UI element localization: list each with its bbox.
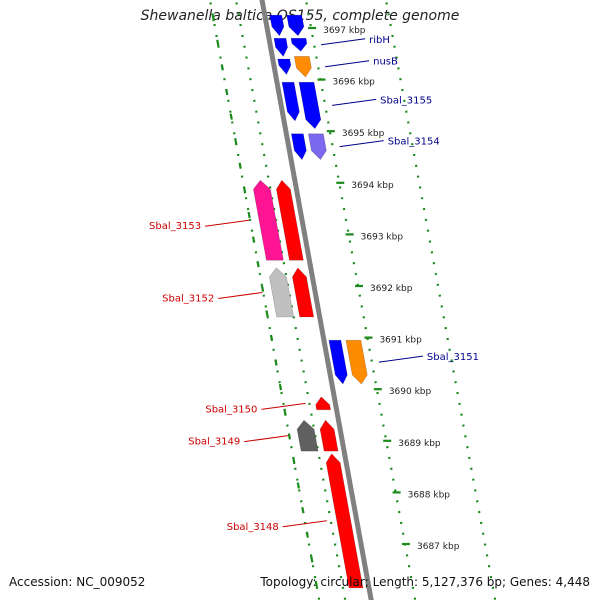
gene-feature-sbal-3148[interactable]	[325, 453, 364, 589]
gene-label-sbal-3150[interactable]: Sbal_3150	[205, 404, 257, 415]
ticks-layer: 3697 kbp 3696 kbp 3695 kbp 3694 kbp 3693 kbp…	[308, 26, 460, 552]
gene-label-sbal-3148[interactable]: Sbal_3148	[227, 522, 279, 533]
gene-leader-sbal-3152	[218, 291, 263, 299]
gene-leader-sbal-3149	[244, 435, 289, 443]
gene-label-sbal-3152[interactable]: Sbal_3152	[162, 293, 214, 304]
genes-layer	[253, 14, 368, 589]
gene-feature-sbal-3154[interactable]	[307, 133, 327, 161]
gene-labels-layer: ribH nusB Sbal_3155 Sbal_3154 Sbal_3153 Sbal_…	[149, 35, 479, 533]
gene-leader-nusb	[325, 60, 370, 68]
backbone-layer	[259, 0, 374, 600]
gene-feature-sbal-3149[interactable]	[296, 419, 319, 452]
gene-label-sbal-3154[interactable]: Sbal_3154	[388, 137, 440, 148]
dotted-ring-layer	[208, 0, 497, 600]
tick-label: 3690 kbp	[389, 387, 432, 397]
gene-label-sbal-3149[interactable]: Sbal_3149	[188, 437, 240, 448]
gene-feature-15[interactable]	[328, 339, 348, 385]
gene-feature-sbal-3151[interactable]	[345, 339, 368, 385]
gene-leader-ribh	[321, 38, 366, 46]
gene-feature-9[interactable]	[290, 133, 307, 161]
dotted-ring-right-inner	[304, 0, 417, 600]
gene-feature-5[interactable]	[277, 58, 292, 75]
genome-backbone	[259, 0, 374, 600]
gene-feature-3[interactable]	[273, 37, 288, 57]
tick-label: 3689 kbp	[398, 439, 441, 449]
tick-label: 3695 kbp	[342, 129, 385, 139]
gene-label-sbal-3151[interactable]: Sbal_3151	[427, 352, 479, 363]
gene-leader-sbal-3155	[332, 98, 377, 106]
tick-label: 3691 kbp	[379, 336, 422, 346]
gene-feature-sbal-3150[interactable]	[315, 396, 331, 411]
gene-leader-sbal-3151	[378, 355, 423, 363]
tick-label: 3688 kbp	[408, 490, 451, 500]
gene-feature-1[interactable]	[269, 14, 285, 37]
gene-leader-sbal-3153	[205, 219, 250, 227]
gene-label-sbal-3153[interactable]: Sbal_3153	[149, 221, 201, 232]
gene-feature-sbal-3155[interactable]	[298, 81, 322, 130]
gene-feature-0[interactable]	[286, 14, 305, 37]
gene-feature-11[interactable]	[276, 179, 304, 261]
gene-feature-ribh[interactable]	[290, 37, 308, 52]
gene-label-sbal-3155[interactable]: Sbal_3155	[380, 95, 432, 106]
gene-leader-sbal-3154	[339, 140, 384, 148]
gene-label-nusb[interactable]: nusB	[373, 57, 398, 68]
dotted-ring-right	[384, 0, 497, 600]
accession-text: Accession: NC_009052	[9, 575, 146, 589]
gene-feature-7[interactable]	[281, 81, 300, 122]
gene-feature-nusb[interactable]	[293, 56, 312, 78]
gene-feature-13[interactable]	[292, 267, 315, 318]
tick-label: 3687 kbp	[417, 542, 460, 552]
tick-label: 3693 kbp	[361, 232, 404, 242]
tick-label: 3696 kbp	[332, 78, 375, 88]
gene-leader-sbal-3148	[282, 520, 327, 528]
tick-label: 3692 kbp	[370, 284, 413, 294]
gene-label-ribh[interactable]: ribH	[369, 35, 390, 46]
gene-feature-18[interactable]	[319, 419, 339, 452]
gene-leader-sbal-3150	[261, 402, 306, 410]
tick-label: 3694 kbp	[351, 181, 394, 191]
tick-label: 3697 kbp	[323, 26, 366, 36]
genome-info-text: Topology: circular; Length: 5,127,376 bp…	[260, 575, 590, 589]
gene-feature-sbal-3152[interactable]	[269, 267, 295, 318]
gene-feature-sbal-3153[interactable]	[253, 179, 284, 261]
dotted-ring-left-dashes	[208, 0, 321, 600]
